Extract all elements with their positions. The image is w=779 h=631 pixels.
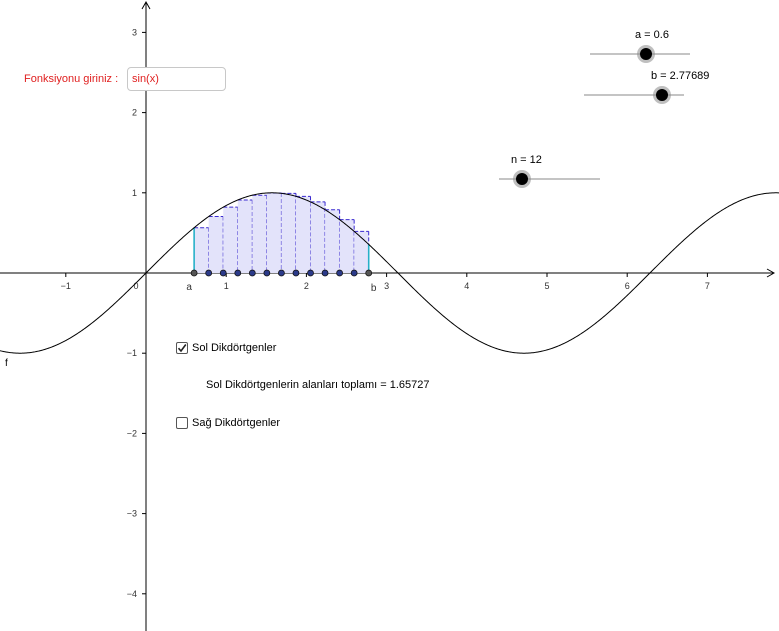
function-input-label: Fonksiyonu giriniz :: [24, 73, 119, 85]
rectangle: [310, 201, 326, 273]
rectangle: [194, 227, 209, 273]
x-tick-label: 7: [705, 281, 710, 291]
x-tick-label: 1: [224, 281, 229, 291]
partition-point: [190, 269, 198, 277]
slider-b-knob[interactable]: [656, 89, 668, 101]
x-tick-label: 3: [384, 281, 389, 291]
x-axis-arrow-icon: [766, 268, 776, 278]
x-tick-label: −1: [61, 281, 71, 291]
sliders: [499, 45, 690, 188]
partition-point: [365, 269, 373, 277]
rectangle: [354, 231, 369, 273]
function-curve: f: [0, 192, 779, 369]
slider-n-knob[interactable]: [516, 173, 528, 185]
rectangle: [266, 192, 282, 273]
right-rectangles-label: Sağ Dikdörtgenler: [192, 417, 281, 429]
right-rectangles-checkbox[interactable]: Sağ Dikdörtgenler: [176, 417, 280, 429]
y-tick-label: 2: [132, 108, 137, 118]
point-a-label: a: [186, 282, 192, 293]
y-tick-label: 1: [132, 188, 137, 198]
x-tick-label: 4: [464, 281, 469, 291]
checkbox-checked-icon[interactable]: [176, 342, 188, 354]
rectangle: [252, 195, 267, 273]
partition-point: [336, 269, 344, 277]
left-rectangles-label: Sol Dikdörtgenler: [192, 342, 277, 354]
function-input[interactable]: [127, 67, 226, 91]
checkbox-unchecked-icon[interactable]: [176, 417, 188, 429]
slider-a-knob[interactable]: [640, 48, 652, 60]
y-tick-label: 3: [132, 27, 137, 37]
left-rectangles: [193, 192, 370, 273]
point-b-label: b: [371, 283, 377, 294]
rectangle: [208, 216, 224, 273]
left-sum-text: Sol Dikdörtgenlerin alanları toplamı = 1…: [206, 379, 430, 391]
rectangle: [339, 219, 355, 273]
y-axis-arrow-icon: [141, 0, 151, 10]
function-name-label: f: [5, 358, 8, 369]
slider-a-label: a = 0.6: [635, 29, 669, 41]
rectangle: [295, 196, 311, 273]
rectangle: [281, 193, 296, 273]
partition-point: [205, 269, 213, 277]
rectangle: [237, 199, 253, 273]
slider-b-label: b = 2.77689: [651, 70, 710, 82]
x-tick-label: 0: [133, 281, 138, 291]
x-tick-label: 5: [544, 281, 549, 291]
x-tick-label: 6: [625, 281, 630, 291]
partition-point: [307, 269, 314, 277]
partition-point: [278, 269, 285, 277]
rectangle: [223, 207, 238, 273]
sin-curve: [0, 192, 779, 354]
partition-point: [263, 269, 271, 277]
left-rectangles-checkbox[interactable]: Sol Dikdörtgenler: [176, 342, 276, 354]
y-tick-label: −1: [127, 348, 137, 358]
partition-point: [321, 269, 329, 277]
partition-point: [350, 269, 358, 277]
partition-point: [234, 269, 242, 277]
partition-point: [292, 269, 300, 277]
rectangle: [325, 209, 340, 273]
slider-n-label: n = 12: [511, 154, 542, 166]
partition-point: [219, 269, 227, 277]
y-tick-label: −3: [127, 509, 137, 519]
partition-point: [248, 269, 256, 277]
y-tick-label: −2: [127, 428, 137, 438]
y-tick-label: −4: [127, 589, 137, 599]
x-tick-label: 2: [304, 281, 309, 291]
